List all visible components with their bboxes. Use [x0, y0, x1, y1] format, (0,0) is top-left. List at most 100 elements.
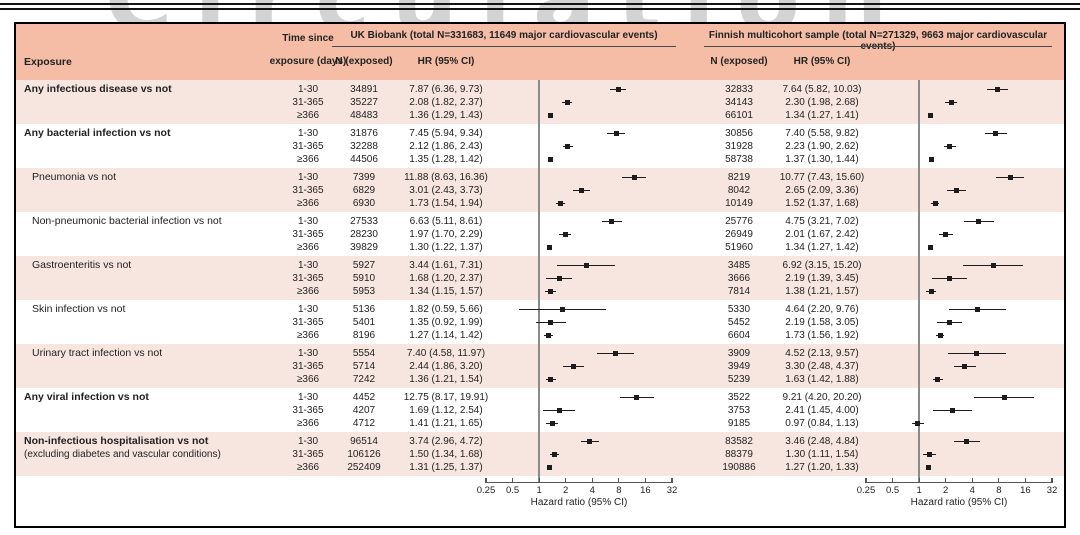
point-estimate-marker — [993, 131, 999, 136]
time-since-exposure-cell: 1-30 31-365 ≥366 — [292, 436, 324, 473]
hr-ci-cell-fi: 4.64 (2.20, 9.76) 2.19 (1.58, 3.05) 1.73… — [785, 304, 859, 341]
n-exposed-cell-fi: 25776 26949 51960 — [725, 216, 753, 253]
hr-ci-cell-uk: 11.88 (8.63, 16.36) 3.01 (2.43, 3.73) 1.… — [404, 172, 488, 209]
point-estimate-marker — [587, 439, 593, 444]
column-header-hr-finnish: HR (95% CI) — [793, 56, 851, 67]
point-estimate-marker — [926, 452, 932, 457]
hr-ci-cell-fi: 4.75 (3.21, 7.02) 2.01 (1.67, 2.42) 1.34… — [785, 216, 859, 253]
time-since-exposure-cell: 1-30 31-365 ≥366 — [292, 216, 324, 253]
axis-tick-label: 0.25 — [856, 485, 876, 496]
point-estimate-marker — [631, 175, 637, 180]
axis-tick — [485, 478, 487, 483]
cohort-title-uk-biobank: UK Biobank (total N=331683, 11649 major … — [350, 30, 658, 41]
point-estimate-marker — [547, 289, 553, 294]
column-header-exposure: Exposure — [24, 56, 72, 68]
exposure-cell: Non-infectious hospitalisation vs not (ex… — [24, 435, 221, 461]
point-estimate-marker — [556, 408, 562, 413]
axis-tick — [511, 478, 514, 483]
exposure-label: Gastroenteritis vs not — [32, 259, 132, 271]
point-estimate-marker — [613, 131, 619, 136]
point-estimate-marker — [1007, 175, 1013, 180]
axis-tick-label: 32 — [666, 485, 678, 496]
point-estimate-marker — [925, 465, 931, 470]
time-since-exposure-cell: 1-30 31-365 ≥366 — [292, 84, 324, 121]
point-estimate-marker — [954, 188, 959, 193]
axis-tick-label: 16 — [640, 485, 651, 496]
point-estimate-marker — [545, 333, 551, 338]
axis-line — [486, 482, 672, 484]
exposure-row: Non-infectious hospitalisation vs not (ex… — [16, 432, 1064, 476]
point-estimate-marker — [564, 100, 570, 105]
exposure-label: Any infectious disease vs not — [24, 83, 172, 95]
hr-ci-cell-uk: 3.44 (1.61, 7.31) 1.68 (1.20, 2.37) 1.34… — [409, 260, 483, 297]
exposure-note: (excluding diabetes and vascular conditi… — [24, 449, 221, 460]
n-exposed-cell-uk: 5136 5401 8196 — [352, 304, 376, 341]
time-since-exposure-cell: 1-30 31-365 ≥366 — [292, 304, 324, 341]
n-exposed-cell-uk: 5554 5714 7242 — [352, 348, 376, 385]
point-estimate-marker — [915, 421, 921, 426]
point-estimate-marker — [584, 263, 589, 268]
point-estimate-marker — [549, 421, 555, 426]
hr-ci-cell-uk: 3.74 (2.96, 4.72) 1.50 (1.34, 1.68) 1.31… — [409, 436, 483, 473]
hr-ci-cell-fi: 3.46 (2.48, 4.84) 1.30 (1.11, 1.54) 1.27… — [785, 436, 859, 473]
n-exposed-cell-fi: 83582 88379 190886 — [722, 436, 756, 473]
n-exposed-cell-fi: 8219 8042 10149 — [725, 172, 753, 209]
axis-tick — [1024, 478, 1027, 483]
exposure-row: Any infectious disease vs not 1-30 31-365… — [16, 80, 1064, 124]
axis-tick-label: 1 — [916, 485, 922, 496]
n-exposed-cell-uk: 4452 4207 4712 — [352, 392, 376, 429]
exposure-cell: Any infectious disease vs not — [24, 83, 172, 96]
exposure-label: Urinary tract infection vs not — [32, 347, 163, 359]
n-exposed-cell-uk: 31876 32288 44506 — [350, 128, 378, 165]
cohort-underline-uk — [332, 46, 676, 48]
exposure-label: Skin infection vs not — [32, 303, 126, 315]
exposure-label: Non-infectious hospitalisation vs not — [24, 435, 209, 447]
point-estimate-marker — [609, 219, 615, 224]
axis-tick — [891, 478, 894, 483]
exposure-row: Non-pneumonic bacterial infection vs not… — [16, 212, 1064, 256]
point-estimate-marker — [548, 377, 554, 382]
exposure-label: Pneumonia vs not — [32, 171, 117, 183]
point-estimate-marker — [552, 452, 558, 457]
hr-ci-cell-fi: 4.52 (2.13, 9.57) 3.30 (2.48, 4.37) 1.63… — [785, 348, 859, 385]
n-exposed-cell-fi: 30856 31928 58738 — [725, 128, 753, 165]
axis-tick — [945, 478, 947, 483]
point-estimate-marker — [546, 245, 552, 250]
point-estimate-marker — [990, 263, 996, 268]
n-exposed-cell-fi: 5330 5452 6604 — [727, 304, 751, 341]
axis-tick-label: 0.5 — [505, 485, 520, 496]
hr-ci-cell-uk: 7.45 (5.94, 9.34) 2.12 (1.86, 2.43) 1.35… — [409, 128, 483, 165]
hr-ci-cell-fi: 6.92 (3.15, 15.20) 2.19 (1.39, 3.45) 1.3… — [782, 260, 862, 297]
exposure-cell: Any viral infection vs not — [24, 391, 149, 404]
point-estimate-marker — [932, 201, 938, 206]
point-estimate-marker — [927, 245, 933, 250]
axis-tick — [565, 478, 567, 483]
axis-caption: Hazard ratio (95% CI) — [530, 497, 628, 508]
cohort-title-finnish: Finnish multicohort sample (total N=2713… — [708, 30, 1048, 52]
axis-line — [866, 482, 1052, 484]
forest-plot-figure: Exposure Time since exposure (days) UK B… — [14, 22, 1066, 528]
axis-tick — [644, 478, 647, 483]
point-estimate-marker — [615, 87, 621, 92]
reference-line-hr1 — [918, 80, 920, 482]
exposure-label: Non-pneumonic bacterial infection vs not — [32, 215, 222, 227]
axis-tick-label: 8 — [616, 485, 622, 496]
point-estimate-marker — [556, 276, 562, 281]
time-since-exposure-cell: 1-30 31-365 ≥366 — [292, 172, 324, 209]
top-rule-2 — [0, 8, 1080, 10]
point-estimate-marker — [565, 144, 571, 149]
n-exposed-cell-fi: 3522 3753 9185 — [727, 392, 751, 429]
top-rule — [0, 3, 1080, 5]
hr-ci-cell-fi: 7.40 (5.58, 9.82) 2.23 (1.90, 2.62) 1.37… — [785, 128, 859, 165]
table-body: Any infectious disease vs not 1-30 31-365… — [16, 80, 1064, 476]
exposure-row: Skin infection vs not 1-30 31-365 ≥366 513… — [16, 300, 1064, 344]
point-estimate-marker — [562, 232, 568, 237]
forest-plot-fi — [866, 80, 1052, 482]
point-estimate-marker — [937, 333, 943, 338]
exposure-label: Any viral infection vs not — [24, 391, 149, 403]
exposure-cell: Pneumonia vs not — [32, 171, 116, 184]
point-estimate-marker — [928, 289, 934, 294]
axis-caption: Hazard ratio (95% CI) — [910, 497, 1008, 508]
point-estimate-marker — [548, 113, 554, 118]
point-estimate-marker — [570, 364, 576, 369]
